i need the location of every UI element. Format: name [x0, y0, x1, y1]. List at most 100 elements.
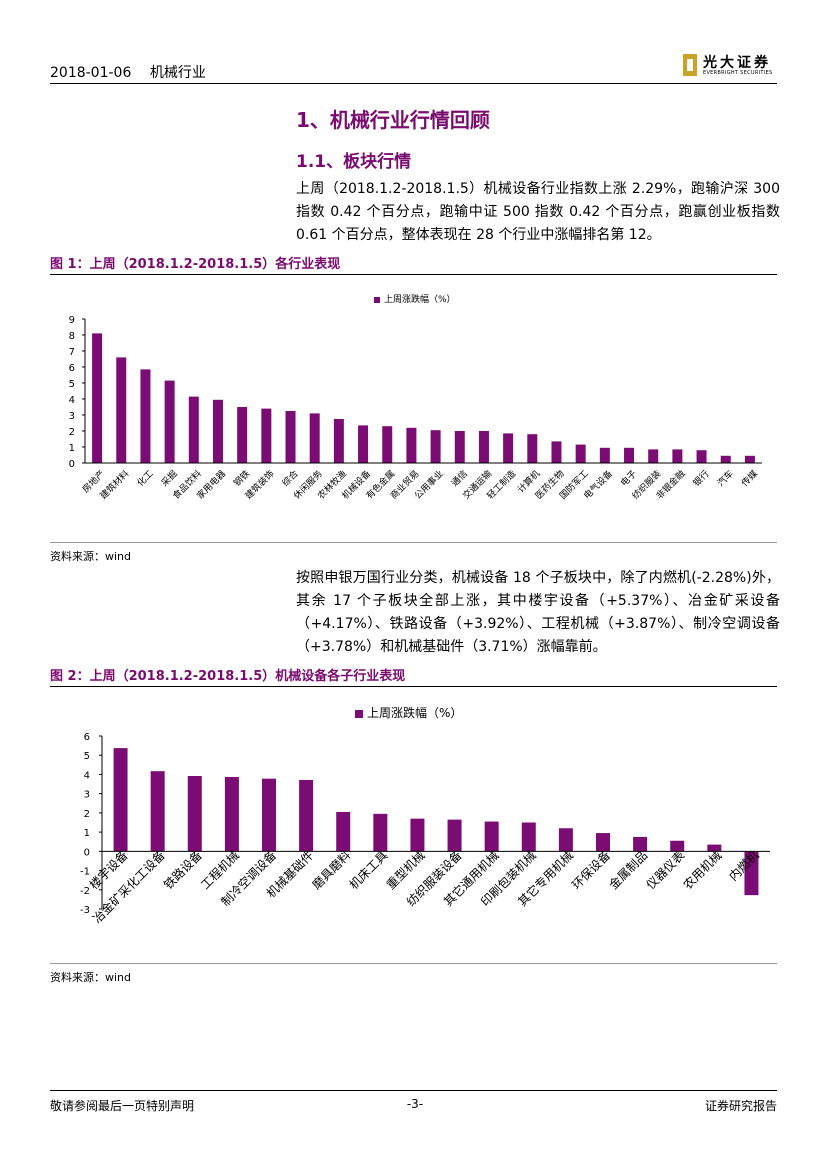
category-label: 综合	[279, 468, 300, 489]
legend-label: 上周涨跌幅（%）	[384, 293, 456, 305]
legend-swatch	[355, 710, 363, 718]
bar-其它专用机械	[558, 828, 573, 852]
bar-冶金矿采化工设备	[150, 771, 165, 852]
y-tick-label: -3	[80, 905, 90, 916]
y-tick-label: 4	[84, 770, 90, 781]
source2-rule	[50, 963, 777, 964]
category-label: 金属制品	[606, 848, 651, 893]
bar-农林牧渔	[333, 419, 344, 463]
y-tick-label: 6	[84, 732, 90, 743]
paragraph-subsector: 按照申银万国行业分类，机械设备 18 个子板块中，除了内燃机(-2.28%)外，…	[296, 570, 780, 655]
machinery-subsector-chart: 上周涨跌幅（%）-3-2-10123456楼宇设备冶金矿采化工设备铁路设备工程机…	[80, 705, 770, 926]
y-tick-label: -1	[80, 867, 90, 878]
category-label: 铁路设备	[160, 848, 205, 893]
bar-轻工制造	[503, 433, 514, 463]
bar-公用事业	[430, 430, 441, 463]
y-tick-label: 4	[69, 395, 75, 406]
bar-非银金融	[672, 449, 683, 463]
bar-建筑材料	[116, 357, 127, 463]
page-number: -3-	[406, 1097, 424, 1111]
logo-en-text: EVERBRIGHT SECURITIES	[703, 70, 773, 76]
header-meta: 2018-01-06 机械行业	[50, 62, 220, 82]
bar-印刷包装机械	[521, 822, 536, 852]
bar-通信	[454, 431, 465, 463]
bar-机械设备	[358, 425, 369, 463]
y-tick-label: 5	[69, 379, 75, 390]
bar-传媒	[744, 455, 755, 463]
figure2-source: 资料来源：wind	[50, 971, 132, 984]
bar-纺织服装	[648, 449, 659, 463]
category-label: 通信	[449, 468, 470, 489]
bar-机械基础件	[299, 780, 314, 852]
category-label: 传媒	[739, 468, 760, 489]
category-label: 农用机械	[680, 848, 725, 893]
report-date: 2018-01-06	[50, 65, 132, 81]
bar-仪器仪表	[670, 840, 685, 852]
figure1-rule	[50, 274, 777, 275]
bar-其它通用机械	[484, 821, 499, 852]
y-tick-label: 6	[69, 363, 75, 374]
bar-采掘	[164, 380, 175, 463]
category-label: 电子	[618, 468, 639, 489]
bar-房地产	[92, 333, 103, 463]
bar-钢铁	[237, 407, 248, 463]
category-label: 汽车	[715, 468, 736, 489]
figure1-source: 资料来源：wind	[50, 550, 132, 563]
bar-建筑装饰	[261, 408, 272, 463]
bar-重型机械	[410, 818, 425, 852]
footer-disclaimer: 敬请参阅最后一页特别声明	[50, 1099, 195, 1113]
y-tick-label: 2	[69, 427, 75, 438]
bar-家用电器	[212, 399, 223, 463]
bar-楼宇设备	[113, 748, 128, 852]
y-tick-label: 2	[84, 809, 90, 820]
category-label: 钢铁	[231, 468, 252, 489]
category-label: 银行	[690, 468, 711, 489]
bar-计算机	[527, 434, 538, 463]
bar-有色金属	[382, 426, 393, 463]
bar-机床工具	[373, 813, 388, 852]
y-tick-label: 3	[69, 411, 75, 422]
bar-食品饮料	[188, 396, 199, 463]
bar-交通运输	[478, 431, 489, 463]
category-label: 采掘	[159, 468, 180, 489]
logo-cn-text: 光大证券	[703, 55, 771, 71]
source1-rule	[50, 542, 777, 543]
industry-name: 机械行业	[149, 65, 206, 81]
bar-医药生物	[551, 441, 562, 463]
category-label: 磨具磨料	[309, 848, 353, 892]
category-label: 化工	[134, 468, 155, 489]
bar-汽车	[720, 455, 731, 463]
figure2-title: 图 2：上周（2018.1.2-2018.1.5）机械设备各子行业表现	[50, 669, 406, 684]
bar-综合	[285, 411, 296, 463]
bar-内燃机	[744, 851, 759, 896]
category-label: 仪器仪表	[643, 848, 687, 892]
y-tick-label: 0	[84, 847, 90, 858]
y-tick-label: -2	[80, 886, 90, 897]
bar-环保设备	[596, 833, 610, 852]
y-tick-label: 5	[84, 751, 90, 762]
category-label: 机床工具	[347, 848, 391, 892]
y-tick-label: 8	[69, 331, 75, 342]
legend-swatch	[374, 297, 380, 303]
bar-制冷空调设备	[262, 778, 276, 852]
header-rule	[50, 83, 777, 84]
bar-磨具磨料	[336, 811, 351, 852]
footer-doc-type: 证券研究报告	[704, 1099, 777, 1113]
y-tick-label: 3	[84, 790, 90, 801]
bar-商业贸易	[406, 427, 417, 463]
everbright-logo: 光大证券 EVERBRIGHT SECURITIES	[683, 54, 783, 80]
bar-国防军工	[575, 444, 586, 463]
bar-工程机械	[224, 776, 239, 852]
paragraph-summary: 上周（2018.1.2-2018.1.5）机械设备行业指数上涨 2.29%，跑输…	[296, 181, 780, 243]
logo-mark-icon	[683, 54, 697, 76]
bar-化工	[140, 369, 151, 463]
bar-金属制品	[633, 836, 648, 852]
figure2-rule	[50, 686, 777, 687]
bar-铁路设备	[187, 775, 202, 852]
figure1-title: 图 1：上周（2018.1.2-2018.1.5）各行业表现	[50, 257, 341, 272]
category-label: 环保设备	[569, 848, 613, 892]
legend-label: 上周涨跌幅（%）	[367, 705, 462, 720]
subsection-heading: 1.1、板块行情	[296, 152, 412, 172]
y-tick-label: 1	[84, 828, 90, 839]
